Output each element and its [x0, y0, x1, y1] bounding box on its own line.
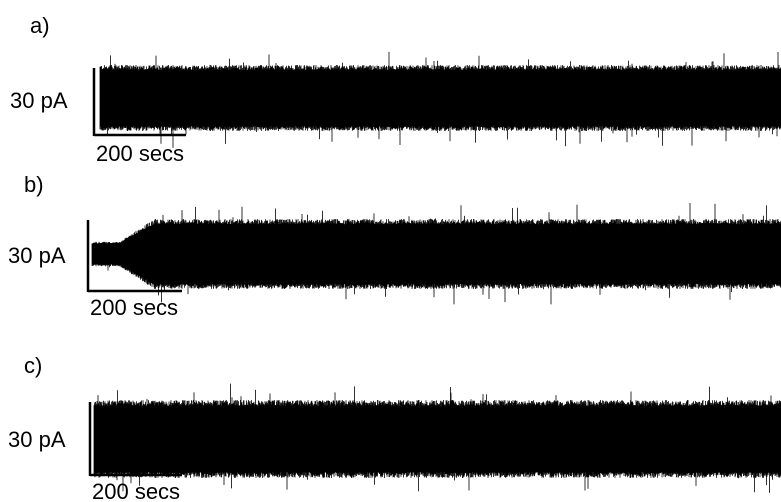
- panel-c: c) 30 pA 200 secs: [8, 353, 781, 502]
- panel-a: a) 30 pA 200 secs: [10, 13, 781, 166]
- current-trace-a: [99, 51, 781, 148]
- current-trace-c: [93, 383, 781, 493]
- panel-label-b: b): [24, 172, 44, 197]
- time-label-b: 200 secs: [90, 295, 178, 320]
- panel-b: b) 30 pA 200 secs: [8, 172, 781, 320]
- trace-a: [99, 51, 781, 148]
- amplitude-label-c: 30 pA: [8, 427, 66, 452]
- amplitude-label-a: 30 pA: [10, 88, 68, 113]
- panel-label-c: c): [24, 353, 42, 378]
- panel-label-a: a): [30, 13, 50, 38]
- trace-c: [93, 383, 781, 493]
- trace-b: [91, 203, 781, 305]
- time-label-c: 200 secs: [92, 479, 180, 502]
- time-label-a: 200 secs: [96, 141, 184, 166]
- amplitude-label-b: 30 pA: [8, 243, 66, 268]
- current-trace-b: [91, 203, 781, 305]
